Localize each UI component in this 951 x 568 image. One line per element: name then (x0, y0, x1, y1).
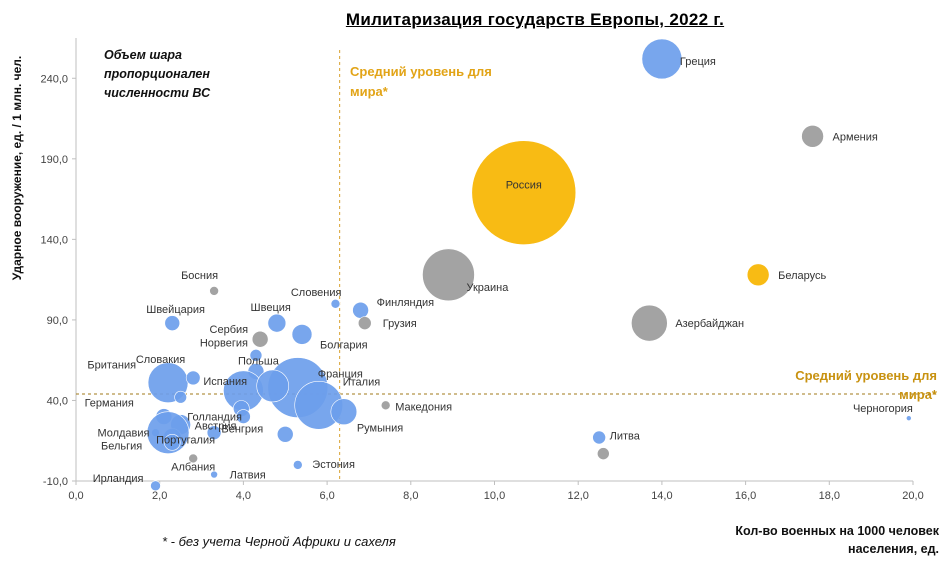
bubble-label-Черногория: Черногория (853, 403, 913, 415)
bubble-label-Греция: Греция (680, 56, 716, 68)
bubble-Норвегия (249, 349, 263, 362)
bubble-label-Франция: Франция (318, 369, 363, 381)
bubble-Босния (209, 286, 219, 296)
bubble-Ирландия (150, 480, 161, 492)
y-axis-label: Ударное вооружение, ед. / 1 млн. чел. (10, 55, 24, 281)
bubble-label-Македония: Македония (395, 401, 452, 413)
y-tick-label: 240,0 (40, 73, 68, 85)
y-tick-label: 140,0 (40, 234, 68, 246)
bubble-Македония (380, 400, 391, 411)
bubble-Грузия (357, 316, 372, 330)
bubble-label-Бельгия: Бельгия (101, 441, 142, 453)
bubble-Венгрия (236, 409, 251, 424)
bubble-label-Швейцария: Швейцария (146, 304, 205, 316)
bubble-Финляндия (352, 301, 369, 319)
bubble-label-Азербайджан: Азербайджан (675, 318, 744, 330)
bubble-label-Грузия: Грузия (383, 318, 417, 330)
bubble-Словакия (185, 370, 201, 386)
bubble-Швейцария (164, 315, 181, 331)
y-tick-label: -10,0 (43, 476, 68, 488)
y-tick-label: 90,0 (47, 315, 68, 327)
y-tick-label: 40,0 (47, 395, 68, 407)
bubble-Греция (641, 38, 683, 80)
bubble-label-Швеция: Швеция (251, 302, 291, 314)
x-tick-label: 10,0 (484, 490, 505, 502)
bubble-Черногория (906, 415, 912, 421)
bubble-label-Латвия: Латвия (230, 470, 266, 482)
bubble-label-Эстония: Эстония (312, 459, 355, 471)
bubble-label-Словения: Словения (291, 287, 342, 299)
bubble-unlabeled-26 (276, 425, 294, 443)
bubble-label-Беларусь: Беларусь (778, 270, 826, 282)
bubble-Болгария (291, 324, 313, 345)
x-tick-label: 2,0 (152, 490, 167, 502)
bubble-label-Болгария: Болгария (320, 339, 368, 351)
bubble-Португалия (206, 425, 222, 440)
vertical-reference-label: Средний уровень для мира* (350, 64, 492, 99)
bubble-Армения (801, 124, 824, 148)
bubble-label-Австрия: Австрия (195, 421, 237, 433)
bubble-label-Сербия: Сербия (210, 324, 249, 336)
bubble-Эстония (293, 460, 303, 470)
bubble-label-Албания: Албания (171, 461, 215, 473)
bubble-label-Польша: Польша (238, 355, 280, 367)
x-axis-label: Кол-во военных на 1000 человек населения… (735, 524, 939, 556)
bubble-unlabeled-41 (163, 434, 181, 451)
x-tick-label: 14,0 (651, 490, 672, 502)
bubble-label-Португалия: Португалия (156, 435, 215, 447)
bubble-Азербайджан (631, 304, 668, 342)
bubble-Румыния (330, 398, 358, 426)
bubble-Словения (330, 298, 341, 309)
bubble-label-Литва: Литва (610, 431, 641, 443)
x-tick-label: 4,0 (236, 490, 251, 502)
bubble-label-Венгрия: Венгрия (221, 424, 263, 436)
x-tick-label: 20,0 (902, 490, 923, 502)
bubble-Беларусь (746, 263, 770, 287)
horizontal-reference-label: Средний уровень для мира* (795, 368, 937, 402)
bubble-label-Германия: Германия (85, 398, 134, 410)
x-tick-label: 18,0 (819, 490, 840, 502)
bubble-Латвия (210, 470, 218, 479)
bubble-label-Голландия: Голландия (187, 412, 242, 424)
bubble-label-Британия: Британия (87, 360, 136, 372)
bubble-label-Италия: Италия (343, 376, 381, 388)
x-tick-label: 6,0 (319, 490, 334, 502)
bubble-Швеция (267, 313, 287, 333)
bubble-unlabeled-22 (256, 369, 289, 403)
bubble-label-Армения: Армения (833, 131, 878, 143)
chart-title: Милитаризация государств Европы, 2022 г. (345, 10, 725, 29)
x-tick-label: 12,0 (567, 490, 588, 502)
footnote: * - без учета Черной Африки и сахеля (162, 534, 396, 549)
bubble-label-Финляндия: Финляндия (377, 297, 435, 309)
bubble-Россия (471, 140, 577, 245)
bubble-label-Испания: Испания (203, 376, 247, 388)
bubble-unlabeled-8 (597, 447, 610, 460)
bubble-label-Норвегия: Норвегия (200, 337, 248, 349)
bubble-label-Молдавия: Молдавия (97, 428, 149, 440)
bubble-label-Босния: Босния (181, 270, 218, 282)
bubble-label-Ирландия: Ирландия (93, 473, 144, 485)
y-tick-label: 190,0 (40, 154, 68, 166)
bubble-unlabeled-35 (174, 390, 187, 404)
bubble-Украина (422, 248, 475, 302)
bubble-Албания (188, 453, 198, 464)
bubble-Литва (592, 430, 606, 445)
bubble-label-Россия: Россия (506, 180, 542, 192)
bubble-label-Украина: Украина (466, 282, 509, 294)
bubble-size-note: Объем шара пропорционален численности ВС (104, 48, 211, 100)
x-tick-label: 0,0 (68, 490, 83, 502)
bubble-Сербия (251, 330, 269, 348)
bubble-label-Румыния: Румыния (357, 423, 403, 435)
bubble-label-Словакия: Словакия (136, 354, 185, 366)
x-tick-label: 8,0 (403, 490, 418, 502)
x-tick-label: 16,0 (735, 490, 756, 502)
